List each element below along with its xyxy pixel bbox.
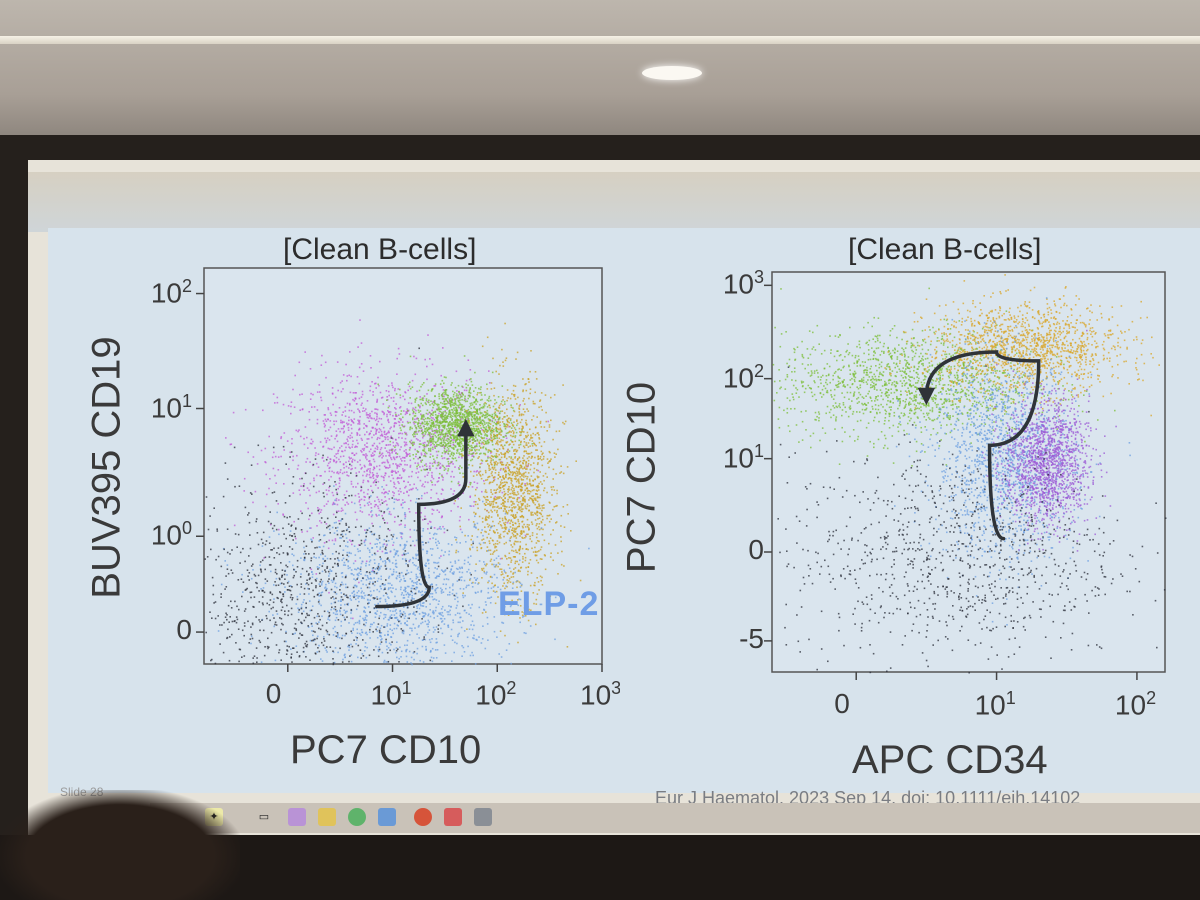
y-tick-label: 102 (150, 275, 192, 308)
population-2 (454, 322, 582, 648)
right-x-axis-label: APC CD34 (852, 738, 1048, 782)
right-chart-title: [Clean B-cells] (848, 233, 1042, 266)
slide-header-band (28, 172, 1200, 232)
y-tick-label: 101 (150, 390, 192, 423)
y-tick-label: 0 (176, 614, 192, 646)
x-tick-label: 102 (475, 678, 517, 711)
powerpoint-icon[interactable] (414, 808, 432, 826)
right-y-axis-label: PC7 CD10 (619, 381, 664, 574)
population-3 (982, 329, 1117, 552)
y-tick-label: 101 (722, 440, 764, 473)
settings-icon[interactable] (474, 808, 492, 826)
x-tick-label: 101 (974, 688, 1016, 721)
axis-ticks (764, 284, 1138, 680)
population-2 (894, 297, 1131, 626)
teams-icon[interactable] (378, 808, 396, 826)
event-dots (772, 274, 1167, 674)
x-tick-label: 101 (370, 678, 412, 711)
ceiling-light-strip (0, 36, 1200, 44)
browser-edge-icon[interactable] (288, 808, 306, 826)
left-scatter-plot (196, 267, 603, 672)
pdf-reader-icon[interactable] (444, 808, 462, 826)
trajectory-arrow (917, 350, 1041, 541)
y-tick-label: 100 (150, 518, 192, 551)
population-3 (217, 467, 590, 666)
folder-icon[interactable] (318, 808, 336, 826)
x-tick-label: 103 (580, 678, 622, 711)
y-tick-label: 0 (748, 534, 764, 565)
left-chart-title: [Clean B-cells] (283, 233, 477, 266)
ceiling (0, 0, 1200, 135)
y-tick-label: 103 (722, 267, 764, 300)
left-x-axis-label: PC7 CD10 (290, 728, 482, 772)
x-tick-label: 102 (1114, 688, 1157, 721)
population-4 (777, 365, 1167, 674)
x-tick-label: 0 (834, 688, 850, 719)
trajectory-arrow (375, 418, 475, 609)
ceiling-spotlight (642, 66, 702, 80)
elp-2-annotation: ELP-2 (498, 585, 600, 623)
y-tick-label: -5 (739, 622, 764, 654)
chrome-icon[interactable] (348, 808, 366, 826)
right-scatter-plot (764, 271, 1167, 680)
axis-ticks (196, 292, 603, 672)
windows-taskbar (150, 803, 1200, 833)
file-explorer-icon[interactable]: ▭ (258, 811, 270, 823)
y-tick-label: 102 (722, 360, 764, 393)
left-y-axis-label: BUV395 CD19 (84, 336, 129, 599)
x-tick-label: 0 (265, 678, 282, 709)
population-4 (204, 347, 474, 666)
audience-head-silhouette (0, 790, 240, 900)
